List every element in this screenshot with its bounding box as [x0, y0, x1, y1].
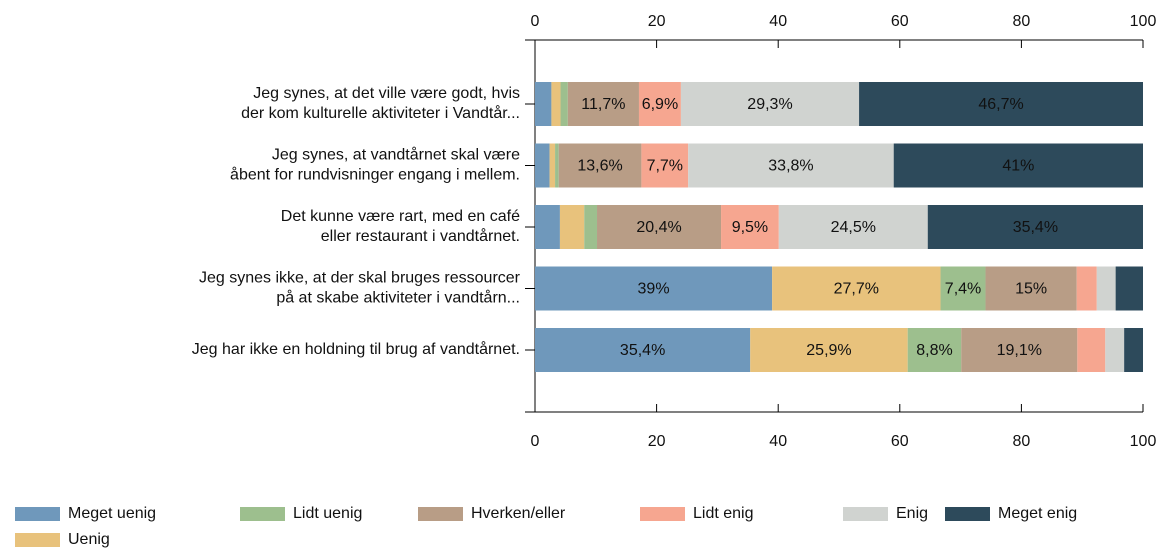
- bar-segment: [584, 205, 598, 249]
- y-tick-label: der kom kulturelle aktiviteter i Vandtår…: [241, 104, 520, 122]
- bar-segment: [1096, 266, 1116, 311]
- legend-swatch: [15, 533, 60, 547]
- x-tick-label: 0: [531, 433, 540, 450]
- value-label: 11,7%: [581, 96, 625, 113]
- bar-segment: [560, 82, 568, 126]
- bar-segment: [680, 82, 860, 126]
- bar-segment: [558, 143, 642, 188]
- bar-segment: [1105, 328, 1125, 372]
- bar-segment: [551, 82, 561, 126]
- value-label: 7,7%: [647, 158, 683, 175]
- x-tick-label: 60: [891, 433, 909, 450]
- x-tick-label: 40: [769, 433, 787, 450]
- legend-label: Uenig: [68, 531, 110, 548]
- bar-segment: [985, 266, 1077, 311]
- value-label: 20,4%: [636, 219, 681, 236]
- legend-swatch: [15, 507, 60, 521]
- bar-segment: [772, 266, 941, 311]
- x-tick-label: 20: [648, 433, 666, 450]
- bar-segment: [559, 205, 585, 249]
- legend-swatch: [418, 507, 463, 521]
- y-tick-label: Det kunne være rart, med en café: [281, 208, 520, 225]
- legend-swatch: [945, 507, 990, 521]
- legend-label: Meget uenig: [68, 505, 156, 522]
- bar-segment: [1124, 328, 1143, 372]
- legend-label: Hverken/eller: [471, 505, 566, 522]
- value-label: 24,5%: [831, 219, 876, 236]
- bar-segment: [535, 82, 552, 126]
- bar-segment: [688, 143, 894, 188]
- x-tick-label: 40: [769, 13, 787, 30]
- value-label: 27,7%: [834, 281, 879, 298]
- value-label: 25,9%: [806, 342, 851, 359]
- y-tick-label: Jeg synes, at vandtårnet skal være: [272, 146, 520, 164]
- value-label: 6,9%: [642, 96, 678, 113]
- y-tick-label: Jeg har ikke en holdning til brug af van…: [192, 340, 520, 358]
- legend-swatch: [843, 507, 888, 521]
- value-label: 46,7%: [978, 96, 1023, 113]
- x-tick-label: 100: [1130, 13, 1157, 30]
- bar-segment: [940, 266, 986, 311]
- x-tick-label: 100: [1130, 433, 1157, 450]
- value-label: 29,3%: [747, 96, 792, 113]
- bar-segment: [535, 205, 560, 249]
- y-tick-label: på at skabe aktiviteter i vandtårn...: [276, 289, 520, 307]
- x-tick-label: 80: [1013, 13, 1031, 30]
- legend-label: Meget enig: [998, 505, 1077, 522]
- x-tick-label: 60: [891, 13, 909, 30]
- bar-segment: [535, 266, 773, 311]
- bar-segment: [1076, 266, 1097, 311]
- bar-segment: [638, 82, 681, 126]
- bar-segment: [535, 143, 550, 188]
- bar-segment: [567, 82, 639, 126]
- value-label: 7,4%: [945, 281, 981, 298]
- bar-segment: [597, 205, 722, 249]
- bar-segment: [961, 328, 1078, 372]
- value-label: 35,4%: [620, 342, 665, 359]
- bar-segment: [778, 205, 928, 249]
- bar-segment: [549, 143, 556, 188]
- y-tick-label: Jeg synes, at det ville være godt, hvis: [253, 85, 520, 102]
- legend-label: Lidt uenig: [293, 505, 362, 522]
- bar-segment: [750, 328, 908, 372]
- value-label: 9,5%: [732, 219, 768, 236]
- value-label: 13,6%: [577, 158, 622, 175]
- bar-segment: [893, 143, 1143, 188]
- legend-swatch: [240, 507, 285, 521]
- value-label: 35,4%: [1013, 219, 1058, 236]
- bar-segment: [859, 82, 1143, 126]
- y-tick-label: Jeg synes ikke, at der skal bruges resso…: [199, 270, 521, 287]
- value-label: 39%: [638, 281, 670, 298]
- bar-segment: [535, 328, 751, 372]
- bar-segment: [907, 328, 962, 372]
- bar-segment: [641, 143, 689, 188]
- y-tick-label: eller restaurant i vandtårnet.: [321, 227, 520, 245]
- x-tick-label: 0: [531, 13, 540, 30]
- value-label: 15%: [1015, 281, 1047, 298]
- legend-swatch: [640, 507, 685, 521]
- legend-label: Lidt enig: [693, 505, 754, 522]
- x-tick-label: 20: [648, 13, 666, 30]
- value-label: 19,1%: [997, 342, 1042, 359]
- bar-segment: [721, 205, 779, 249]
- value-label: 33,8%: [768, 158, 813, 175]
- y-tick-label: åbent for rundvisninger engang i mellem.: [230, 166, 520, 184]
- value-label: 8,8%: [916, 342, 952, 359]
- x-tick-label: 80: [1013, 433, 1031, 450]
- bar-segment: [1115, 266, 1143, 311]
- value-label: 41%: [1002, 158, 1034, 175]
- legend-label: Enig: [896, 505, 928, 522]
- bar-segment: [927, 205, 1143, 249]
- bar-segment: [1077, 328, 1106, 372]
- bar-segment: [555, 143, 559, 188]
